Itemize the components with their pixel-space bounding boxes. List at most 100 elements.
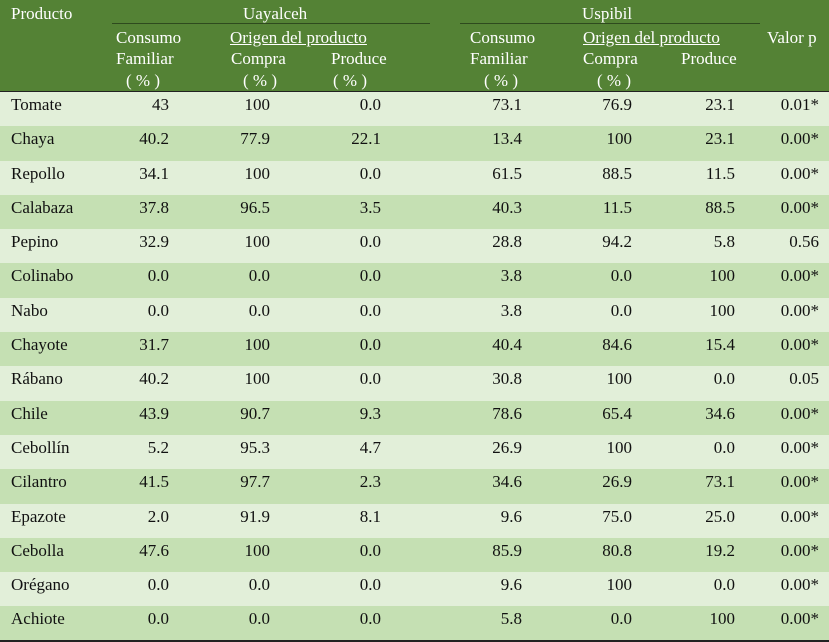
table-row: Tomate 43 100 0.0 73.1 76.9 23.1 0.01* xyxy=(0,92,829,127)
cell-consumo-uspibil: 3.8 xyxy=(500,300,522,320)
cell-compra-uayalceh: 0.0 xyxy=(248,609,270,629)
cell-compra-uspibil: 0.0 xyxy=(610,609,632,629)
cell-produce-uayalceh: 0.0 xyxy=(359,266,381,286)
cell-produce-uspibil: 5.8 xyxy=(713,232,735,252)
group-rule-uspibil xyxy=(460,23,760,24)
cell-producto: Nabo xyxy=(11,300,48,320)
table-body: Tomate 43 100 0.0 73.1 76.9 23.1 0.01* Chaya 40.2… xyxy=(0,92,829,641)
cell-consumo-uspibil: 13.4 xyxy=(492,129,522,149)
cell-compra-uayalceh: 0.0 xyxy=(248,300,270,320)
cell-produce-uayalceh: 8.1 xyxy=(359,506,381,526)
cell-compra-uayalceh: 100 xyxy=(244,232,271,252)
table-row: Cilantro 41.5 97.7 2.3 34.6 26.9 73.1 0.00* xyxy=(0,469,829,504)
cell-compra-uspibil: 75.0 xyxy=(602,506,632,526)
cell-producto: Cilantro xyxy=(11,472,67,492)
cell-compra-uspibil: 100 xyxy=(606,437,633,457)
cell-producto: Colinabo xyxy=(11,266,74,286)
cell-compra-uayalceh: 100 xyxy=(244,369,271,389)
cell-produce-uspibil: 34.6 xyxy=(705,403,735,423)
header-group-uayalceh: Uayalceh xyxy=(243,4,308,23)
cell-consumo-uayalceh: 0.0 xyxy=(147,266,169,286)
header-produce-1: Produce xyxy=(331,49,387,68)
cell-valor-p: 0.01* xyxy=(780,95,819,114)
cell-valor-p: 0.00* xyxy=(780,403,819,423)
cell-compra-uspibil: 26.9 xyxy=(602,472,632,492)
cell-produce-uspibil: 73.1 xyxy=(705,472,735,492)
cell-producto: Tomate xyxy=(11,95,62,114)
cell-produce-uayalceh: 0.0 xyxy=(359,540,381,560)
cell-consumo-uspibil: 26.9 xyxy=(492,437,522,457)
cell-valor-p: 0.00* xyxy=(780,472,819,492)
cell-produce-uspibil: 19.2 xyxy=(705,540,735,560)
cell-valor-p: 0.00* xyxy=(780,609,819,629)
cell-producto: Calabaza xyxy=(11,197,74,217)
cell-produce-uspibil: 100 xyxy=(709,300,736,320)
header-familiar-2: Familiar xyxy=(470,49,528,68)
cell-producto: Epazote xyxy=(11,506,66,526)
cell-produce-uayalceh: 4.7 xyxy=(359,437,381,457)
cell-consumo-uspibil: 78.6 xyxy=(492,403,522,423)
cell-producto: Orégano xyxy=(11,575,70,595)
cell-produce-uspibil: 100 xyxy=(709,609,736,629)
cell-produce-uspibil: 88.5 xyxy=(705,197,735,217)
header-pct-2: ( % ) xyxy=(243,71,277,90)
header-pct-5: ( % ) xyxy=(597,71,631,90)
cell-compra-uspibil: 0.0 xyxy=(610,266,632,286)
cell-consumo-uayalceh: 37.8 xyxy=(139,197,169,217)
cell-consumo-uayalceh: 40.2 xyxy=(139,369,169,389)
cell-valor-p: 0.05 xyxy=(789,369,819,389)
cell-compra-uspibil: 100 xyxy=(606,129,633,149)
table-row: Epazote 2.0 91.9 8.1 9.6 75.0 25.0 0.00* xyxy=(0,503,829,538)
cell-valor-p: 0.00* xyxy=(780,129,819,149)
cell-consumo-uspibil: 85.9 xyxy=(492,540,522,560)
header-producto: Producto xyxy=(11,4,73,23)
table-row: Chile 43.9 90.7 9.3 78.6 65.4 34.6 0.00* xyxy=(0,400,829,435)
cell-consumo-uayalceh: 5.2 xyxy=(147,437,169,457)
cell-consumo-uspibil: 40.4 xyxy=(492,335,522,355)
header-compra-2: Compra xyxy=(583,49,638,68)
cell-compra-uayalceh: 0.0 xyxy=(248,266,270,286)
cell-producto: Repollo xyxy=(11,163,65,183)
cell-consumo-uayalceh: 43.9 xyxy=(139,403,169,423)
cell-compra-uayalceh: 100 xyxy=(244,163,271,183)
cell-producto: Rábano xyxy=(11,369,63,389)
cell-consumo-uspibil: 73.1 xyxy=(492,95,522,114)
cell-compra-uspibil: 88.5 xyxy=(602,163,632,183)
table-bottom-rule xyxy=(0,640,829,642)
cell-produce-uayalceh: 2.3 xyxy=(359,472,381,492)
cell-produce-uspibil: 0.0 xyxy=(713,369,735,389)
cell-consumo-uspibil: 9.6 xyxy=(500,575,522,595)
cell-consumo-uspibil: 28.8 xyxy=(492,232,522,252)
cell-compra-uspibil: 100 xyxy=(606,369,633,389)
cell-produce-uspibil: 23.1 xyxy=(705,95,735,114)
cell-compra-uayalceh: 77.9 xyxy=(240,129,270,149)
cell-valor-p: 0.00* xyxy=(780,540,819,560)
cell-valor-p: 0.00* xyxy=(780,300,819,320)
table-row: Nabo 0.0 0.0 0.0 3.8 0.0 100 0.00* xyxy=(0,297,829,333)
cell-compra-uayalceh: 90.7 xyxy=(240,403,270,423)
cell-producto: Chaya xyxy=(11,129,55,149)
header-origen-1: Origen del producto xyxy=(230,28,367,47)
cell-compra-uspibil: 65.4 xyxy=(602,403,632,423)
cell-compra-uspibil: 84.6 xyxy=(602,335,632,355)
header-consumo-2: Consumo xyxy=(470,28,536,47)
table-header: Producto Uayalceh Uspibil Valor p Consum… xyxy=(0,0,829,92)
table-row: Repollo 34.1 100 0.0 61.5 88.5 11.5 0.00* xyxy=(0,160,829,195)
header-bottom-rule xyxy=(0,91,829,92)
cell-produce-uayalceh: 9.3 xyxy=(359,403,381,423)
cell-produce-uspibil: 15.4 xyxy=(705,335,735,355)
cell-compra-uayalceh: 96.5 xyxy=(240,197,270,217)
cell-consumo-uayalceh: 43 xyxy=(152,95,169,114)
cell-consumo-uspibil: 61.5 xyxy=(492,163,522,183)
table-row: Rábano 40.2 100 0.0 30.8 100 0.0 0.05 xyxy=(0,366,829,401)
cell-consumo-uayalceh: 47.6 xyxy=(139,540,169,560)
cell-valor-p: 0.00* xyxy=(780,266,819,286)
cell-consumo-uspibil: 34.6 xyxy=(492,472,522,492)
table-row: Cebollín 5.2 95.3 4.7 26.9 100 0.0 0.00* xyxy=(0,434,829,470)
cell-compra-uspibil: 11.5 xyxy=(602,197,632,217)
cell-compra-uayalceh: 100 xyxy=(244,540,271,560)
header-pct-4: ( % ) xyxy=(484,71,518,90)
cell-produce-uspibil: 25.0 xyxy=(705,506,735,526)
cell-consumo-uspibil: 40.3 xyxy=(492,197,522,217)
cell-compra-uayalceh: 97.7 xyxy=(240,472,270,492)
